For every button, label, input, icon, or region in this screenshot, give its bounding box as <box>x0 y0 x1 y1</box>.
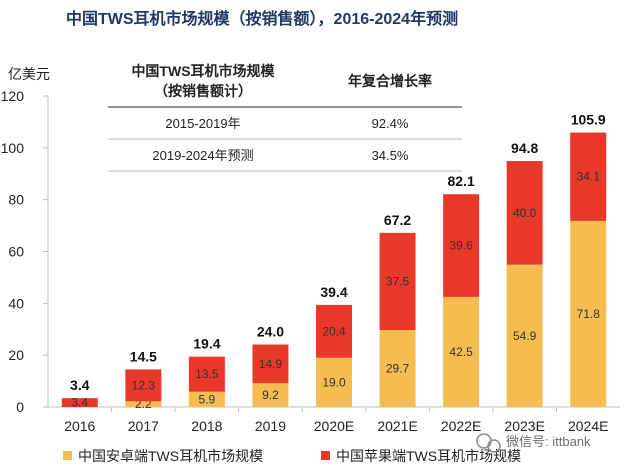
watermark: 微信号: ittbank <box>476 433 591 453</box>
bar-apple <box>443 194 480 297</box>
bar-label-apple: 34.1 <box>577 170 601 184</box>
x-tick-label: 2020E <box>314 418 354 434</box>
x-tick-label: 2024E <box>568 418 608 434</box>
y-axis-label: 亿美元 <box>8 66 50 82</box>
bar-android <box>570 220 607 407</box>
table-row2-rate: 34.5% <box>372 148 409 163</box>
bar-apple <box>61 398 98 407</box>
bar-total-label: 19.4 <box>193 336 220 352</box>
bar-android <box>506 264 543 407</box>
bar-label-apple: 3.4 <box>71 396 88 410</box>
y-tick-label: 80 <box>8 192 24 208</box>
legend: 中国安卓端TWS耳机市场规模 中国苹果端TWS耳机市场规模 <box>63 448 521 464</box>
bar-label-apple: 39.6 <box>449 239 473 253</box>
wechat-icon <box>476 433 492 449</box>
bar-apple <box>188 356 225 392</box>
legend-swatch-android <box>63 451 72 460</box>
y-tick-label: 20 <box>8 347 24 363</box>
y-tick-label: 0 <box>16 399 24 415</box>
bar-apple <box>125 369 162 402</box>
bar-total-label: 105.9 <box>571 112 606 128</box>
bar-label-android: 29.7 <box>386 362 410 376</box>
y-tick-label: 120 <box>1 88 25 104</box>
table-header-col1-line2: （按销售额计） <box>154 83 252 99</box>
bar-apple <box>570 132 607 221</box>
table-header-col1-line1: 中国TWS耳机市场规模 <box>131 63 275 79</box>
bar-android <box>316 357 352 407</box>
chart-title: 中国TWS耳机市场规模（按销售额），2016-2024年预测 <box>66 9 458 28</box>
bar-label-apple: 37.5 <box>386 274 410 288</box>
bars: 3.43.42.212.314.55.913.519.49.214.924.01… <box>61 112 607 411</box>
table-header-col2: 年复合增长率 <box>348 73 432 89</box>
bar-total-label: 24.0 <box>257 324 284 340</box>
bar-apple <box>506 161 543 265</box>
bar-apple <box>252 344 289 384</box>
watermark-text: 微信号: ittbank <box>506 434 591 449</box>
wechat-icon-bubble <box>487 439 501 453</box>
bar-android <box>125 401 162 407</box>
bar-total-label: 39.4 <box>320 284 347 300</box>
legend-label-apple: 中国苹果端TWS耳机市场规模 <box>336 448 521 464</box>
bar-label-android: 42.5 <box>449 345 473 359</box>
bar-label-android: 5.9 <box>199 392 216 406</box>
x-tick-label: 2017 <box>128 418 159 434</box>
x-tick-label: 2016 <box>64 418 95 434</box>
bar-total-label: 3.4 <box>70 377 90 393</box>
bar-label-android: 54.9 <box>513 329 537 343</box>
bar-total-label: 14.5 <box>130 348 157 364</box>
x-tick-label: 2022E <box>441 418 481 434</box>
table-row1-period: 2015-2019年 <box>165 116 240 131</box>
legend-label-android: 中国安卓端TWS耳机市场规模 <box>78 448 263 464</box>
y-tick-label: 60 <box>8 244 24 260</box>
bar-label-apple: 13.5 <box>195 367 219 381</box>
bar-label-android: 9.2 <box>262 388 279 402</box>
x-tick-label: 2023E <box>504 418 544 434</box>
x-tick-label: 2021E <box>377 418 417 434</box>
bar-label-android: 71.8 <box>577 307 601 321</box>
bar-label-apple: 14.9 <box>259 357 283 371</box>
legend-swatch-apple <box>321 451 330 460</box>
table-row1-rate: 92.4% <box>372 116 409 131</box>
x-axis-ticks: 2016 2017 2018 2019 2020E 2021E 2022E 2023E 2024… <box>64 407 608 434</box>
x-tick-label: 2019 <box>255 418 286 434</box>
bar-label-apple: 20.4 <box>322 324 346 338</box>
y-tick-label: 100 <box>1 140 25 156</box>
cagr-table: 中国TWS耳机市场规模 （按销售额计） 年复合增长率 2015-2019年 92… <box>108 63 462 172</box>
bar-apple <box>316 304 352 358</box>
bar-total-label: 82.1 <box>447 173 474 189</box>
bar-android <box>379 330 416 407</box>
bar-android <box>188 391 225 407</box>
table-row2-period: 2019-2024年预测 <box>152 148 253 163</box>
x-tick-label: 2018 <box>191 418 222 434</box>
bar-label-apple: 40.0 <box>513 206 537 220</box>
bar-label-apple: 12.3 <box>132 378 156 392</box>
y-axis-ticks: 0 20 40 60 80 100 120 <box>1 88 49 415</box>
bar-total-label: 67.2 <box>384 212 411 228</box>
bar-apple <box>379 232 416 331</box>
bar-android <box>443 296 480 407</box>
y-tick-label: 40 <box>8 295 24 311</box>
bar-total-label: 94.8 <box>511 140 538 156</box>
bar-label-android: 19.0 <box>322 375 346 389</box>
bar-android <box>252 383 289 407</box>
